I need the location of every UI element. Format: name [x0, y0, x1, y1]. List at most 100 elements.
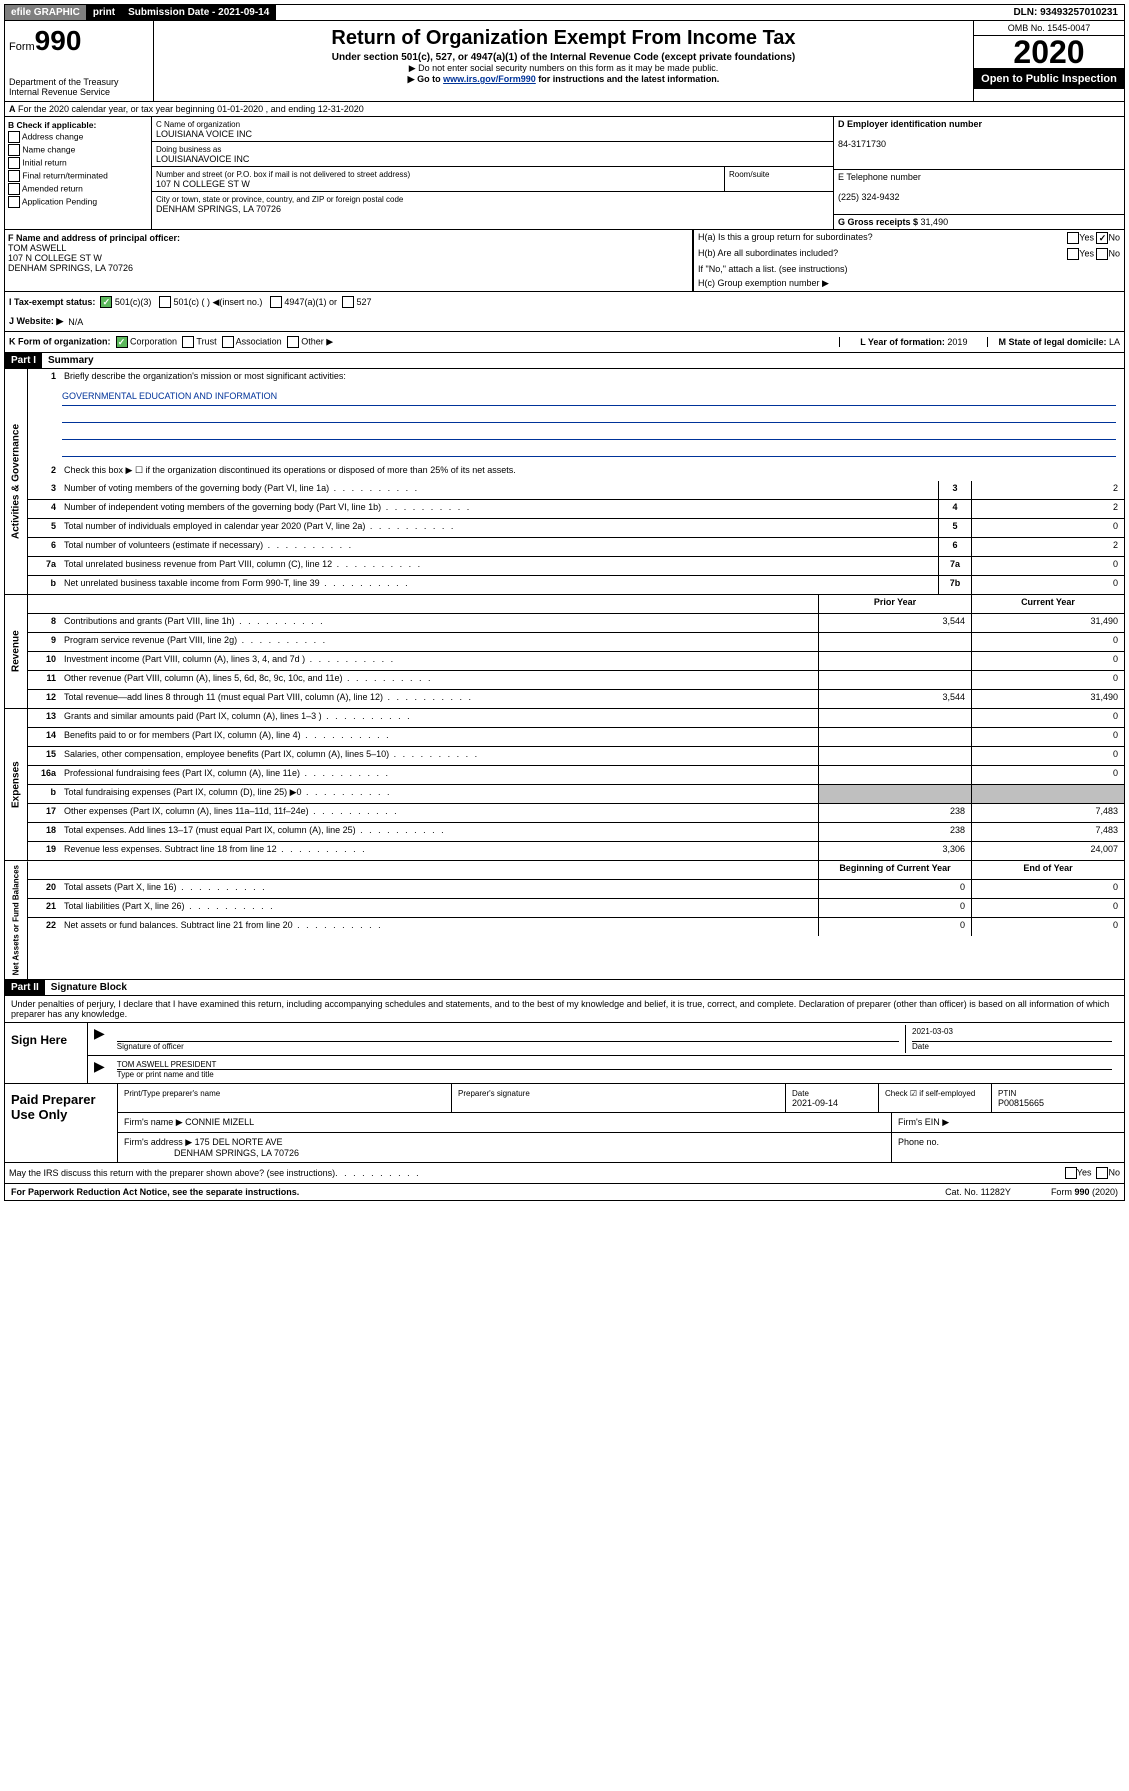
- print-button[interactable]: print: [87, 5, 122, 20]
- firm-name-label: Firm's name ▶: [124, 1117, 183, 1127]
- hb-label: H(b) Are all subordinates included?: [698, 248, 838, 260]
- expenses-section: Expenses 13Grants and similar amounts pa…: [4, 709, 1125, 861]
- check-initial-return[interactable]: Initial return: [8, 157, 148, 169]
- line-desc: Salaries, other compensation, employee b…: [60, 747, 818, 765]
- prior-value: 238: [818, 823, 971, 841]
- dba-cell: Doing business as LOUISIANAVOICE INC: [152, 142, 833, 167]
- hb-note-row: If "No," attach a list. (see instruction…: [694, 262, 1124, 276]
- line-number: 5: [28, 519, 60, 537]
- current-value: 0: [971, 671, 1124, 689]
- check-amended[interactable]: Amended return: [8, 183, 148, 195]
- current-value: 7,483: [971, 804, 1124, 822]
- opt-name: Name change: [22, 144, 75, 154]
- part2-title: Signature Block: [45, 980, 133, 995]
- discuss-yes-checkbox[interactable]: [1065, 1167, 1077, 1179]
- check-final-return[interactable]: Final return/terminated: [8, 170, 148, 182]
- box-number: 7a: [938, 557, 971, 575]
- prior-value: 3,306: [818, 842, 971, 860]
- line-number: 22: [28, 918, 60, 936]
- table-row: 6Total number of volunteers (estimate if…: [28, 538, 1124, 557]
- line-number: 21: [28, 899, 60, 917]
- org-name-label: C Name of organization: [156, 120, 240, 129]
- ein-value: 84-3171730: [838, 139, 886, 149]
- discuss-label: May the IRS discuss this return with the…: [9, 1168, 335, 1178]
- discuss-no-checkbox[interactable]: [1096, 1167, 1108, 1179]
- opt-corp: Corporation: [130, 336, 177, 346]
- row-kl: K Form of organization: Corporation Trus…: [4, 332, 1125, 353]
- table-row: 21Total liabilities (Part X, line 26)00: [28, 899, 1124, 918]
- ein-label: D Employer identification number: [838, 119, 982, 129]
- prior-value: 0: [818, 899, 971, 917]
- tax-year: 2020: [974, 36, 1124, 69]
- dln-value: 93493257010231: [1040, 7, 1118, 18]
- 501c-checkbox[interactable]: [159, 296, 171, 308]
- line-desc: Number of independent voting members of …: [60, 500, 938, 518]
- assoc-checkbox[interactable]: [222, 336, 234, 348]
- line-number: 18: [28, 823, 60, 841]
- dba-label: Doing business as: [156, 145, 221, 154]
- table-row: 16aProfessional fundraising fees (Part I…: [28, 766, 1124, 785]
- opt-initial: Initial return: [22, 157, 66, 167]
- governance-section: Activities & Governance 1 Briefly descri…: [4, 369, 1125, 595]
- phone-cell: E Telephone number (225) 324-9432: [834, 170, 1124, 215]
- line-value: 2: [971, 538, 1124, 556]
- section-bcd: B Check if applicable: Address change Na…: [4, 117, 1125, 230]
- prior-value: [818, 652, 971, 670]
- prep-date-label: Date: [792, 1089, 809, 1098]
- box-d: D Employer identification number 84-3171…: [833, 117, 1124, 229]
- part2-header-row: Part II Signature Block: [4, 980, 1125, 996]
- paid-preparer-block: Paid Preparer Use Only Print/Type prepar…: [4, 1084, 1125, 1163]
- arrow-icon2: ▶: [94, 1058, 111, 1081]
- ha-no-checkbox[interactable]: [1096, 232, 1108, 244]
- 501c3-checkbox[interactable]: [100, 296, 112, 308]
- firm-city: DENHAM SPRINGS, LA 70726: [174, 1148, 299, 1158]
- table-row: 4Number of independent voting members of…: [28, 500, 1124, 519]
- footer-paperwork: For Paperwork Reduction Act Notice, see …: [11, 1187, 299, 1197]
- current-value: 24,007: [971, 842, 1124, 860]
- dln-label: DLN:: [1013, 7, 1040, 18]
- efile-graphic-button[interactable]: efile GRAPHIC: [5, 5, 87, 20]
- opt-501c: 501(c) ( ) ◀(insert no.): [173, 297, 262, 308]
- addr-label: Number and street (or P.O. box if mail i…: [156, 170, 410, 179]
- tab-governance: Activities & Governance: [5, 369, 28, 594]
- box-b: B Check if applicable: Address change Na…: [5, 117, 152, 229]
- 4947-checkbox[interactable]: [270, 296, 282, 308]
- check-name-change[interactable]: Name change: [8, 144, 148, 156]
- form-prefix: Form: [9, 41, 35, 53]
- check-application-pending[interactable]: Application Pending: [8, 196, 148, 208]
- table-row: 19Revenue less expenses. Subtract line 1…: [28, 842, 1124, 860]
- form-title: Return of Organization Exempt From Incom…: [158, 27, 969, 50]
- hb-yes-checkbox[interactable]: [1067, 248, 1079, 260]
- sig-officer-label: Signature of officer: [117, 1042, 184, 1051]
- line-value: 2: [971, 500, 1124, 518]
- prep-name-label: Print/Type preparer's name: [124, 1089, 220, 1098]
- current-value: 0: [971, 880, 1124, 898]
- ha-row: H(a) Is this a group return for subordin…: [694, 230, 1124, 246]
- line-number: 8: [28, 614, 60, 632]
- dln: DLN: 93493257010231: [1007, 5, 1124, 20]
- line-number: 20: [28, 880, 60, 898]
- check-address-change[interactable]: Address change: [8, 131, 148, 143]
- prior-value: [818, 633, 971, 651]
- other-checkbox[interactable]: [287, 336, 299, 348]
- hb-no-checkbox[interactable]: [1096, 248, 1108, 260]
- ha-yes-checkbox[interactable]: [1067, 232, 1079, 244]
- yes-label2: Yes: [1079, 248, 1094, 258]
- sign-here-label: Sign Here: [5, 1023, 88, 1083]
- corp-checkbox[interactable]: [116, 336, 128, 348]
- current-value: 0: [971, 709, 1124, 727]
- prior-year-header: Prior Year: [818, 595, 971, 613]
- trust-checkbox[interactable]: [182, 336, 194, 348]
- principal-label: F Name and address of principal officer:: [8, 233, 180, 243]
- table-row: bNet unrelated business taxable income f…: [28, 576, 1124, 594]
- discuss-yes: Yes: [1077, 1168, 1092, 1178]
- table-row: 7aTotal unrelated business revenue from …: [28, 557, 1124, 576]
- irs-link[interactable]: www.irs.gov/Form990: [443, 74, 536, 84]
- 527-checkbox[interactable]: [342, 296, 354, 308]
- line2-num: 2: [28, 463, 60, 481]
- box-c: C Name of organization LOUISIANA VOICE I…: [152, 117, 833, 229]
- open-public-badge: Open to Public Inspection: [974, 69, 1124, 89]
- line1-num: 1: [28, 369, 60, 387]
- firm-phone-label: Phone no.: [898, 1137, 939, 1147]
- firm-addr: 175 DEL NORTE AVE: [195, 1137, 283, 1147]
